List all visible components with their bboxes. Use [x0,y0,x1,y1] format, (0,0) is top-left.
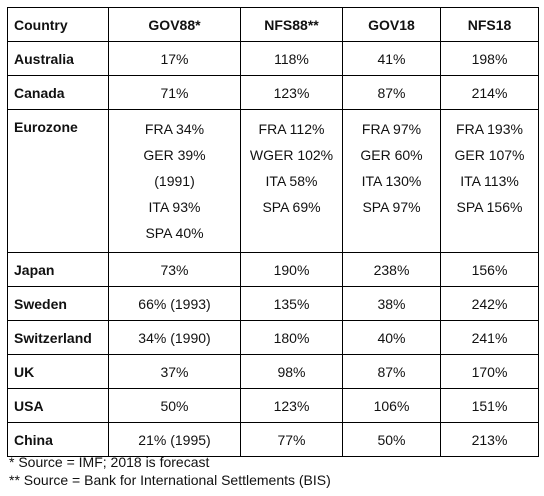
cell-line: SPA 40% [145,225,204,241]
cell-line: FRA 112% [258,121,325,137]
table-cell: 66% (1993) [108,286,241,321]
country-cell: Canada [7,75,109,110]
table-cell: 40% [342,320,441,355]
table-cell: 50% [108,388,241,423]
cell-line: ITA 58% [265,173,318,189]
country-cell: China [7,422,109,457]
table-cell: 190% [240,252,343,287]
table-cell: 135% [240,286,343,321]
table-cell: 180% [240,320,343,355]
table-cell: 37% [108,354,241,389]
country-cell: UK [7,354,109,389]
table-cell: 73% [108,252,241,287]
country-cell: Switzerland [7,320,109,355]
table-cell: 21% (1995) [108,422,241,457]
table-wrap: Country GOV88* NFS88** GOV18 NFS18 Australia… [7,7,539,457]
table-cell: 17% [108,41,241,76]
table-body: Australia 17% 118% 41% 198% Canada 71% 123% 87% 2… [7,41,539,457]
table-cell: FRA 34% GER 39% (1991) ITA 93% SPA 40% [108,109,241,253]
table-cell: 241% [440,320,539,355]
table-row: Sweden 66% (1993) 135% 38% 242% [7,286,539,321]
table-cell: 34% (1990) [108,320,241,355]
table-cell: 118% [240,41,343,76]
cell-line: WGER 102% [249,147,334,163]
cell-line: SPA 69% [262,199,321,215]
table-cell: 77% [240,422,343,457]
table-cell: 151% [440,388,539,423]
table-cell: FRA 193% GER 107% ITA 113% SPA 156% [440,109,539,253]
table-cell: FRA 112% WGER 102% ITA 58% SPA 69% [240,109,343,253]
cell-line: GER 60% [360,147,423,163]
table-cell: 213% [440,422,539,457]
cell-line: SPA 97% [362,199,421,215]
footnotes: * Source = IMF; 2018 is forecast ** Sourc… [9,453,331,489]
debt-table: Country GOV88* NFS88** GOV18 NFS18 Australia… [7,7,539,457]
table-row: USA 50% 123% 106% 151% [7,388,539,423]
cell-line: ITA 93% [148,199,201,215]
cell-line: (1991) [154,173,195,189]
header-cell: NFS18 [440,7,539,42]
footnote: * Source = IMF; 2018 is forecast [9,454,210,470]
table-cell: 71% [108,75,241,110]
country-cell: Eurozone [7,109,109,253]
table-cell: 123% [240,75,343,110]
cell-line: FRA 97% [361,121,422,137]
table-cell: 242% [440,286,539,321]
header-cell: GOV18 [342,7,441,42]
table-cell: 98% [240,354,343,389]
header-cell: NFS88** [240,7,343,42]
table-cell: 214% [440,75,539,110]
cell-line: FRA 193% [456,121,523,137]
table-cell: 87% [342,75,441,110]
header-cell: Country [7,7,109,42]
table-cell: 50% [342,422,441,457]
cell-line: FRA 34% [144,121,205,137]
cell-line: SPA 156% [456,199,523,215]
table-row: Canada 71% 123% 87% 214% [7,75,539,110]
table-row: Eurozone FRA 34% GER 39% (1991) ITA 93% SPA 4… [7,109,539,253]
table-cell: 170% [440,354,539,389]
table-cell: 87% [342,354,441,389]
cell-line: ITA 113% [460,173,519,189]
table-row: Switzerland 34% (1990) 180% 40% 241% [7,320,539,355]
table-row: Japan 73% 190% 238% 156% [7,252,539,287]
table-cell: 198% [440,41,539,76]
table-row: UK 37% 98% 87% 170% [7,354,539,389]
table-row: Australia 17% 118% 41% 198% [7,41,539,76]
header-cell: GOV88* [108,7,241,42]
table-cell: 106% [342,388,441,423]
country-cell: Japan [7,252,109,287]
cell-line: ITA 130% [361,173,422,189]
table-cell: 123% [240,388,343,423]
country-cell: USA [7,388,109,423]
table-cell: 238% [342,252,441,287]
country-cell: Australia [7,41,109,76]
cell-line: GER 39% [143,147,206,163]
cell-line: GER 107% [454,147,525,163]
header-row: Country GOV88* NFS88** GOV18 NFS18 [7,7,539,42]
country-cell: Sweden [7,286,109,321]
footnote: ** Source = Bank for International Settl… [9,472,331,488]
table-cell: FRA 97% GER 60% ITA 130% SPA 97% [342,109,441,253]
table-cell: 156% [440,252,539,287]
table-cell: 38% [342,286,441,321]
table-cell: 41% [342,41,441,76]
table-row: China 21% (1995) 77% 50% 213% [7,422,539,457]
